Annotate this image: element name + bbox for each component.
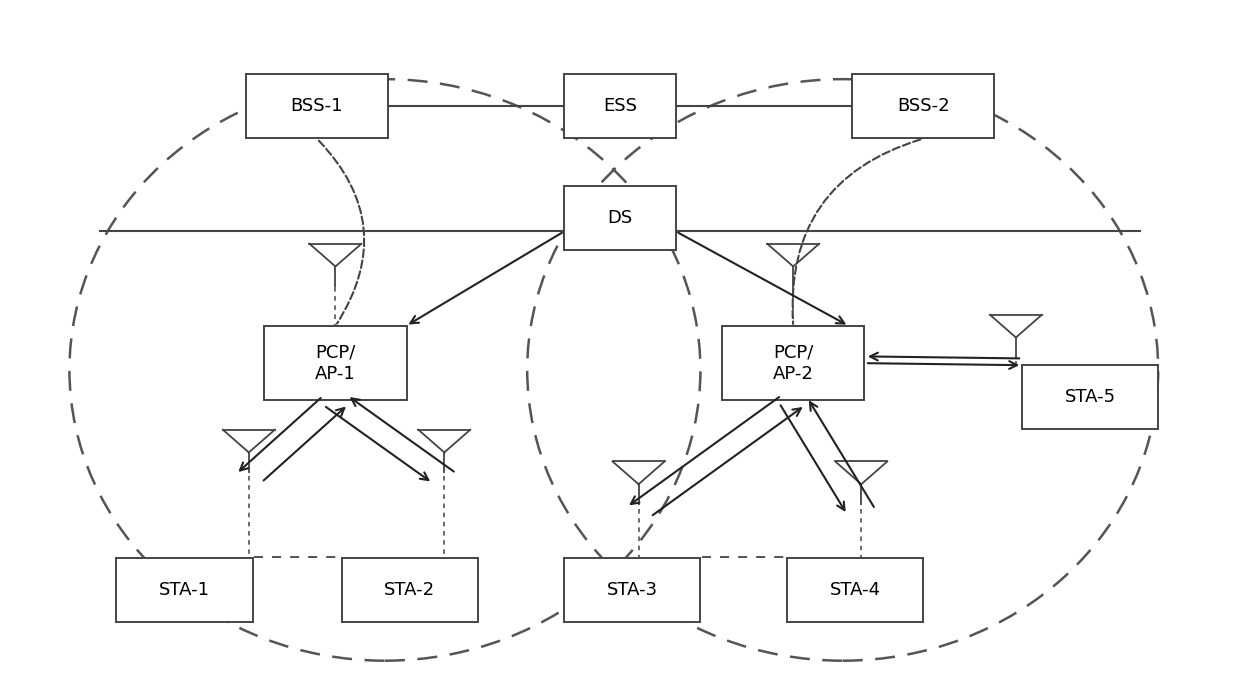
FancyBboxPatch shape [564, 185, 676, 250]
Text: BSS-1: BSS-1 [290, 97, 343, 115]
FancyBboxPatch shape [787, 557, 923, 622]
Text: STA-5: STA-5 [1065, 388, 1116, 406]
FancyBboxPatch shape [246, 74, 388, 139]
FancyBboxPatch shape [564, 74, 676, 139]
FancyBboxPatch shape [1022, 365, 1158, 429]
FancyBboxPatch shape [722, 326, 864, 401]
FancyBboxPatch shape [117, 557, 253, 622]
Text: PCP/
AP-1: PCP/ AP-1 [315, 343, 356, 383]
FancyBboxPatch shape [342, 557, 477, 622]
Text: PCP/
AP-2: PCP/ AP-2 [773, 343, 813, 383]
FancyBboxPatch shape [564, 557, 701, 622]
Text: STA-3: STA-3 [606, 581, 658, 599]
Text: STA-1: STA-1 [159, 581, 210, 599]
Text: BSS-2: BSS-2 [897, 97, 950, 115]
Text: DS: DS [608, 208, 632, 227]
FancyBboxPatch shape [852, 74, 994, 139]
Text: ESS: ESS [603, 97, 637, 115]
Text: STA-4: STA-4 [830, 581, 880, 599]
FancyBboxPatch shape [264, 326, 407, 401]
Text: STA-2: STA-2 [384, 581, 435, 599]
